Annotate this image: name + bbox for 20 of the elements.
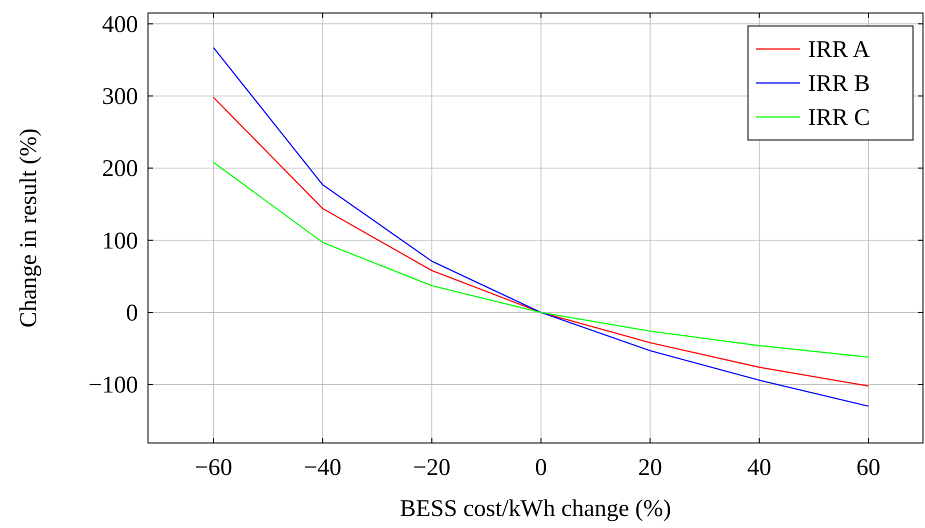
y-tick-label: 0	[126, 300, 138, 326]
x-tick-label: −20	[413, 455, 451, 481]
x-tick-label: 20	[638, 455, 662, 481]
legend-label: IRR B	[808, 71, 870, 97]
y-tick-label: 400	[102, 12, 138, 38]
y-tick-label: 200	[102, 156, 138, 182]
line-series	[212, 162, 870, 358]
x-tick-label: 40	[747, 455, 772, 481]
legend-label: IRR C	[808, 105, 870, 131]
line-series	[212, 96, 870, 387]
y-tick-label: −100	[88, 372, 138, 399]
legend-label: IRR A	[808, 37, 871, 63]
x-tick-label: −40	[304, 455, 342, 481]
y-axis-title: Change in result (%)	[16, 128, 42, 328]
x-axis-title: BESS cost/kWh change (%)	[400, 496, 672, 522]
y-tick-label: 100	[102, 228, 138, 254]
x-tick-label: −60	[194, 455, 232, 481]
x-tick-label: 60	[856, 455, 880, 481]
y-tick-label: 300	[102, 84, 138, 110]
x-tick-label: 0	[534, 455, 547, 481]
